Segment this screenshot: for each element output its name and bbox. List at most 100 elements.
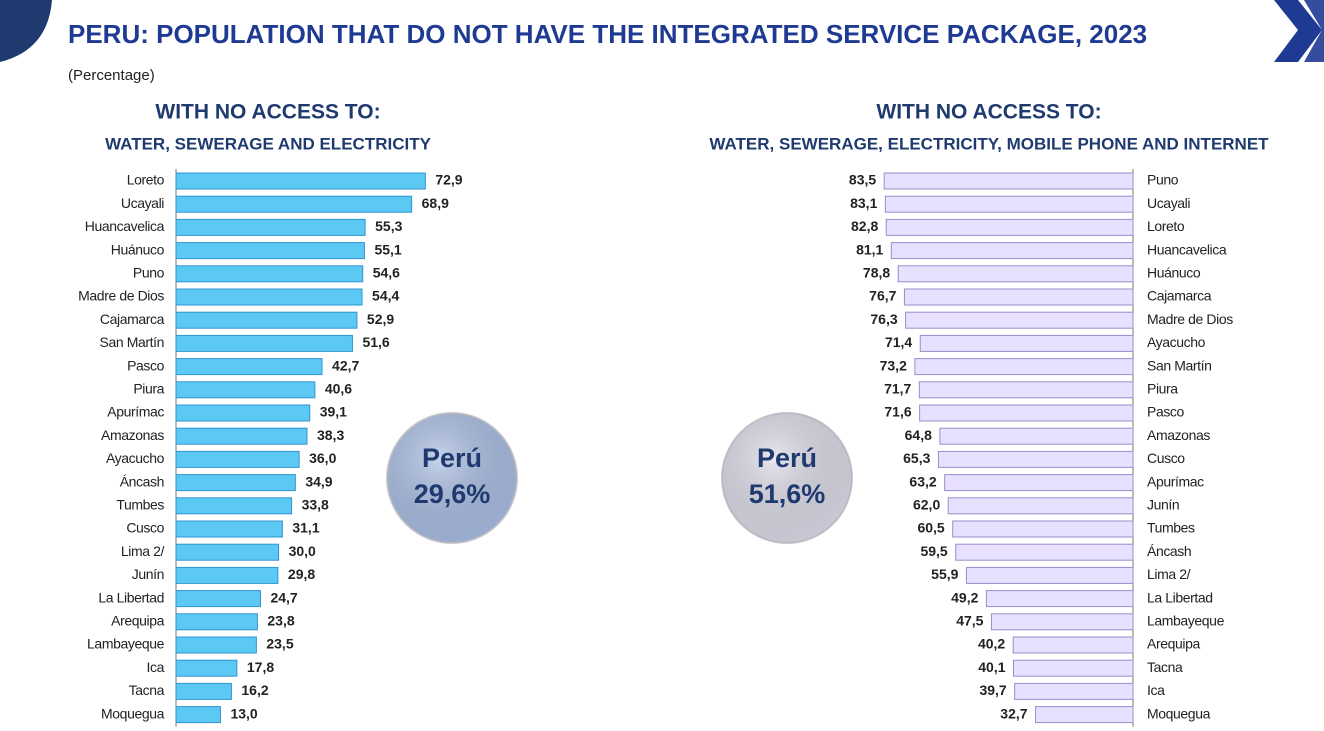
bar [905,311,1134,329]
bar [919,404,1134,422]
category-label: Áncash [1147,543,1191,559]
category-label: Amazonas [1147,427,1210,443]
category-label: Tacna [129,682,165,698]
category-label: Junín [1147,497,1179,513]
value-label: 76,7 [869,288,896,304]
value-label: 64,8 [905,427,932,443]
bar [897,265,1134,283]
bar [939,427,1134,445]
bar [175,636,257,654]
value-label: 24,7 [270,589,297,605]
value-label: 60,5 [917,520,944,536]
value-label: 68,9 [422,195,449,211]
category-label: Cajamarca [1147,288,1212,304]
value-label: 39,1 [320,404,347,420]
value-label: 62,0 [913,497,940,513]
national-value: 51,6% [749,479,826,509]
category-label: La Libertad [98,589,164,605]
value-label: 54,6 [373,265,400,281]
category-label: Huánuco [1147,265,1201,281]
category-label: Pasco [1147,404,1185,420]
value-label: 55,3 [375,218,402,234]
value-label: 81,1 [856,241,883,257]
category-label: Ayacucho [106,450,165,466]
bar [1035,706,1134,724]
bar [903,288,1134,306]
slide-subtitle: (Percentage) [68,67,155,84]
category-label: Ucayali [121,195,164,211]
category-label: San Martín [1147,357,1211,373]
bar [944,474,1134,492]
value-label: 42,7 [332,357,359,373]
value-label: 23,5 [266,636,293,652]
value-label: 49,2 [951,589,978,605]
category-label: Piura [133,381,164,397]
bar [952,520,1134,538]
value-label: 47,5 [956,613,983,629]
bar [175,427,308,445]
value-label: 30,0 [289,543,316,559]
category-label: Lima 2/ [1147,566,1191,582]
category-label: La Libertad [1147,589,1213,605]
bar [1012,636,1134,654]
category-label: Cusco [1147,450,1185,466]
bar [919,334,1134,352]
category-label: Lima 2/ [121,543,165,559]
category-label: Loreto [127,172,165,188]
category-label: Moquegua [101,705,165,721]
value-label: 71,6 [884,404,911,420]
value-label: 40,1 [978,659,1005,675]
category-label: Tacna [1147,659,1183,675]
bar [990,613,1134,631]
logo-corner [0,0,52,62]
category-label: Áncash [120,473,164,489]
value-label: 36,0 [309,450,336,466]
bar [175,590,261,608]
value-label: 55,9 [931,566,958,582]
bar [175,566,279,584]
bar [175,474,296,492]
category-label: Madre de Dios [78,288,164,304]
value-label: 83,1 [850,195,877,211]
bar [1014,682,1134,700]
value-label: 32,7 [1000,705,1027,721]
chart-subtitle: WATER, SEWERAGE, ELECTRICITY, MOBILE PHO… [709,134,1269,153]
bar [955,543,1134,561]
bar [175,706,221,724]
bar [175,311,358,329]
bar [175,195,413,213]
value-label: 13,0 [230,705,257,721]
value-label: 72,9 [435,172,462,188]
value-label: 17,8 [247,659,274,675]
value-label: 55,1 [374,241,401,257]
category-label: Huancavelica [85,218,165,234]
category-label: Puno [133,265,165,281]
category-label: Cajamarca [100,311,165,327]
bar [175,543,280,561]
category-label: Tumbes [116,497,164,513]
value-label: 40,6 [325,381,352,397]
bar [175,265,364,283]
bar [175,497,293,515]
value-label: 78,8 [863,265,890,281]
value-label: 83,5 [849,172,876,188]
bar [884,195,1134,213]
category-label: Lambayeque [87,636,165,652]
category-label: Apurímac [1147,473,1204,489]
value-label: 51,6 [362,334,389,350]
bar [175,172,426,190]
bar [175,358,323,376]
bar [175,659,238,677]
bubble-shade [722,413,852,543]
chart-title: WITH NO ACCESS TO: [155,101,380,124]
value-label: 38,3 [317,427,344,443]
category-label: Lambayeque [1147,613,1225,629]
bar [937,450,1134,468]
national-label: Perú [757,443,817,473]
value-label: 59,5 [920,543,947,559]
category-label: Loreto [1147,218,1185,234]
bar [918,381,1134,399]
bar [914,358,1134,376]
